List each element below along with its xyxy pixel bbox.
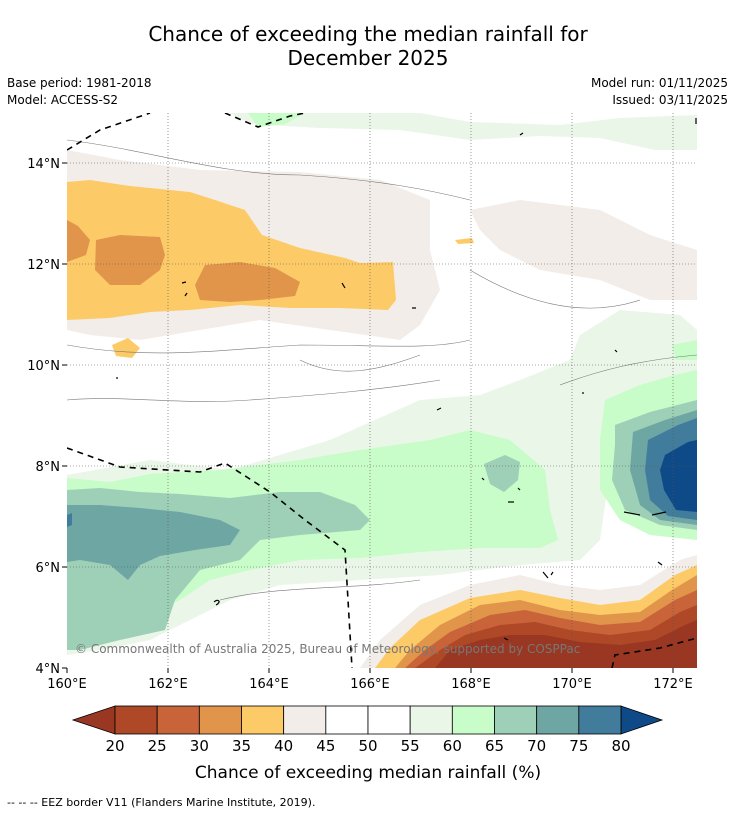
zone-below-20-south [435,620,697,668]
colorbar-label: 40 [274,737,293,755]
eez-footer-note: -- -- -- EEZ border V11 (Flanders Marine… [7,796,316,809]
zone-55-60-north [230,113,697,150]
zone-30-35-center-a [95,235,165,285]
zone-30-35-center-b [195,262,300,302]
lon-label-164: 164°E [249,677,289,692]
colorbar-low-triangle [71,705,116,735]
meta-left: Base period: 1981-2018 Model: ACCESS-S2 [7,75,152,109]
colorbar-high-triangle [620,705,664,735]
colorbar-label: 45 [316,737,335,755]
lon-labels: 160°E 162°E 164°E 166°E 168°E 170°E 172°… [47,677,693,692]
colorbar-label: 30 [190,737,209,755]
zone-above-80-west [67,513,72,527]
eez-borders [67,113,697,668]
zone-60-65-ne [672,340,697,360]
copyright-notice: © Commonwealth of Australia 2025, Bureau… [75,642,580,656]
lon-label-172: 172°E [653,677,693,692]
colorbar-label: 70 [527,737,546,755]
lat-label-12: 12°N [27,258,60,273]
colorbar-segment [198,705,242,735]
lat-label-4: 4°N [36,662,61,677]
zone-65-70-center [484,455,520,492]
issued-date: Issued: 03/11/2025 [612,93,728,107]
title-line-1: Chance of exceeding the median rainfall … [148,22,588,46]
map-title: Chance of exceeding the median rainfall … [0,22,736,70]
colorbar-segment [367,705,411,735]
lon-label-170: 170°E [552,677,592,692]
map-gridlines [67,113,697,668]
lat-label-14: 14°N [27,157,60,172]
lon-label-166: 166°E [350,677,390,692]
colorbar-segments [114,705,622,735]
model-name: Model: ACCESS-S2 [7,93,119,107]
colorbar-segment [409,705,453,735]
colorbar-label: 20 [105,737,124,755]
colorbar-title: Chance of exceeding median rainfall (%) [195,763,541,783]
model-run: Model run: 01/11/2025 [590,76,728,90]
islands [116,118,697,641]
zone-35-40 [67,180,396,320]
zone-60-65 [67,430,558,645]
lat-label-6: 6°N [36,561,61,576]
lat-labels: 14°N 12°N 10°N 8°N 6°N 4°N [27,157,60,677]
contour-lines [67,139,697,601]
zone-70-75-west [67,505,240,580]
colorbar-label: 55 [401,737,420,755]
colorbar-label: 65 [485,737,504,755]
rainfall-map-area: © Commonwealth of Australia 2025, Bureau… [67,113,697,668]
lon-label-162: 162°E [148,677,188,692]
colorbar-segment [536,705,580,735]
lat-label-10: 10°N [27,359,60,374]
colorbar-label: 50 [358,737,377,755]
zone-30-35-west [67,220,90,262]
title-line-2: December 2025 [287,46,449,70]
lat-label-8: 8°N [36,460,61,475]
zone-40-45-right [470,200,697,300]
zone-35-40-speck [455,238,474,244]
colorbar: 20 25 30 35 40 45 50 55 60 65 70 75 80 Chance of exc… [71,705,664,783]
colorbar-segment [494,705,538,735]
zone-above-80 [660,440,697,512]
colorbar-labels: 20 25 30 35 40 45 50 55 60 65 70 75 80 [105,737,630,755]
colorbar-label: 60 [443,737,462,755]
lon-label-168: 168°E [451,677,491,692]
colorbar-segment [283,705,327,735]
colorbar-segment [325,705,369,735]
colorbar-segment [114,705,158,735]
colorbar-segment [578,705,622,735]
colorbar-segment [156,705,200,735]
colorbar-label: 25 [148,737,167,755]
colorbar-label: 75 [569,737,588,755]
colorbar-label: 80 [611,737,630,755]
colorbar-label: 35 [232,737,251,755]
zone-35-40-dot [112,338,140,358]
axis-ticks [62,162,674,673]
meta-right: Model run: 01/11/2025 Issued: 03/11/2025 [591,75,728,109]
colorbar-segment [451,705,495,735]
lon-label-160: 160°E [47,677,87,692]
base-period: Base period: 1981-2018 [7,76,152,90]
colorbar-segment [241,705,285,735]
